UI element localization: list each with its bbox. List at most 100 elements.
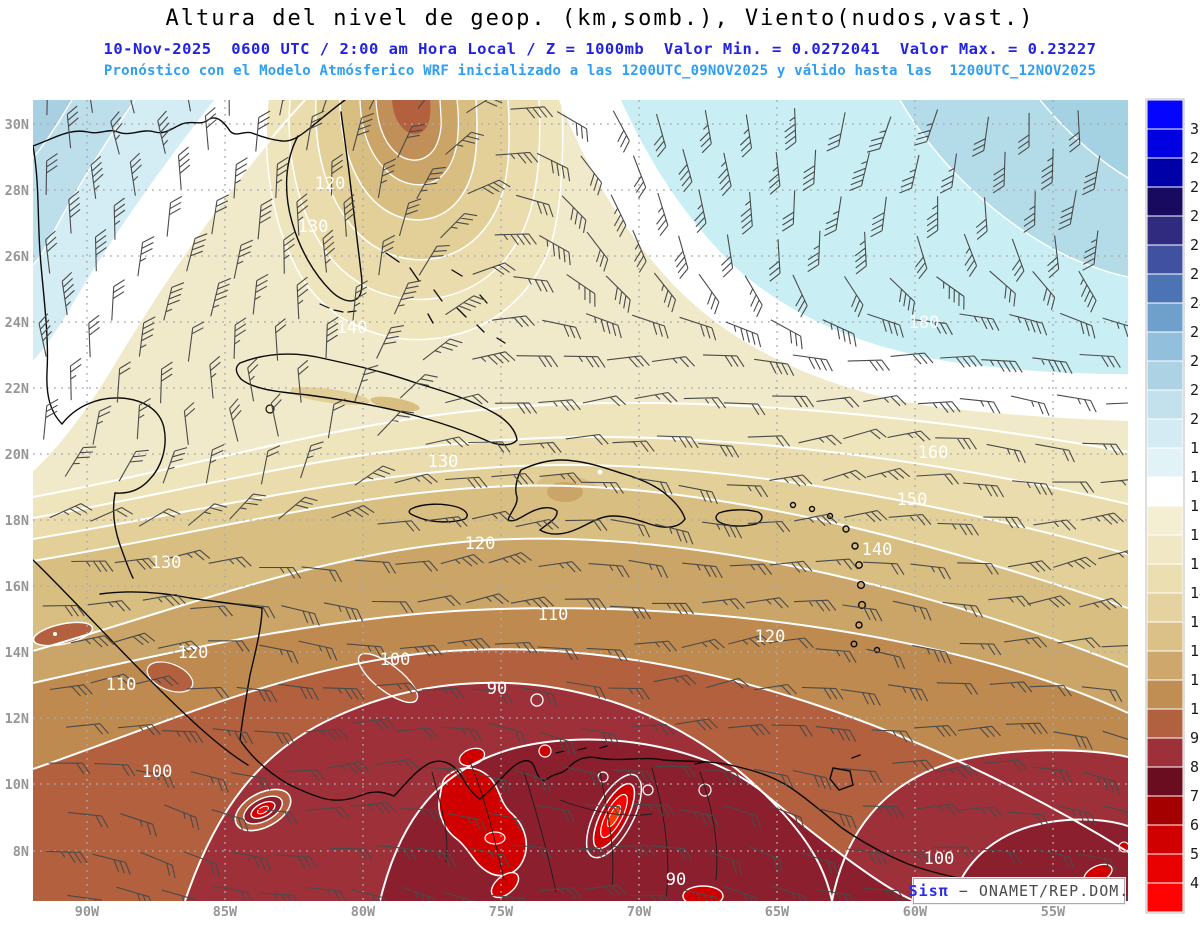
- svg-text:26N: 26N: [5, 249, 29, 265]
- svg-text:70W: 70W: [627, 904, 652, 920]
- svg-text:110: 110: [538, 605, 569, 625]
- svg-text:290: 290: [1190, 149, 1200, 167]
- svg-text:180: 180: [909, 313, 940, 333]
- lesser-antilles: [789, 501, 881, 654]
- nicaragua-sienna-streak: [357, 652, 419, 704]
- axis-labels: 30N 28N 26N 24N 22N 20N 18N 16N 14N 12N 10N 8N 90W 85…: [5, 117, 1066, 920]
- svg-text:30N: 30N: [5, 117, 29, 133]
- cuba-terrain-patch-2: [370, 396, 420, 412]
- cuba-coast: [235, 353, 518, 446]
- svg-text:100: 100: [142, 762, 173, 782]
- svg-text:24N: 24N: [5, 315, 29, 331]
- svg-text:120: 120: [1190, 642, 1200, 660]
- svg-text:90: 90: [666, 870, 686, 890]
- svg-text:250: 250: [1190, 265, 1200, 283]
- attribution-text: − ONAMET/REP.DOM.: [948, 882, 1130, 900]
- svg-text:140: 140: [1190, 584, 1200, 602]
- hispaniola-white-dot: [597, 469, 603, 475]
- svg-text:90W: 90W: [75, 904, 100, 920]
- florida-keys: [319, 303, 357, 313]
- svg-text:190: 190: [1190, 439, 1200, 457]
- mexico-gulf-coast: [33, 145, 63, 425]
- svg-text:20N: 20N: [5, 447, 29, 463]
- nw-band-190-200: [33, 100, 135, 265]
- pacific-sienna-blob: [33, 621, 94, 647]
- colorbar: 300 290 280 270 260 250 240 230 220 210 200 190 180 1…: [1145, 98, 1200, 914]
- pacific-coast: [33, 559, 249, 766]
- svg-text:50: 50: [1190, 845, 1200, 863]
- svg-text:210: 210: [1190, 381, 1200, 399]
- svg-text:16N: 16N: [5, 579, 29, 595]
- isle-of-youth: [265, 404, 275, 414]
- jamaica-coast: [408, 503, 468, 523]
- coastline-layer: [33, 100, 981, 899]
- svg-text:120: 120: [178, 643, 209, 663]
- svg-text:8N: 8N: [13, 844, 29, 860]
- svg-text:140: 140: [337, 318, 368, 338]
- svg-text:130: 130: [1190, 613, 1200, 631]
- svg-text:18N: 18N: [5, 513, 29, 529]
- model-run-subtitle: Pronóstico con el Modelo Atmósferico WRF…: [103, 63, 1097, 79]
- svg-text:80: 80: [1190, 758, 1200, 776]
- svg-text:240: 240: [1190, 294, 1200, 312]
- svg-text:14N: 14N: [5, 645, 29, 661]
- svg-text:40: 40: [1190, 874, 1200, 892]
- contour-lines-layer: [33, 100, 1128, 901]
- cuba-terrain-patch: [290, 387, 370, 405]
- svg-text:90: 90: [1190, 729, 1200, 747]
- south-america-terrain-lines: [431, 761, 718, 899]
- svg-text:170: 170: [1190, 497, 1200, 515]
- honduras-coast: [99, 591, 263, 609]
- svg-text:230: 230: [1190, 323, 1200, 341]
- svg-text:100: 100: [1190, 700, 1200, 718]
- contour-labels-layer: 120 130 140 180 160 150 140 130 120 110 100 90 120 13…: [106, 174, 955, 890]
- attribution-box: Sisπ − ONAMET/REP.DOM.: [909, 878, 1128, 904]
- svg-text:300: 300: [1190, 120, 1200, 138]
- svg-text:160: 160: [1190, 526, 1200, 544]
- svg-text:110: 110: [1190, 671, 1200, 689]
- svg-text:120: 120: [315, 174, 346, 194]
- page-title: Altura del nivel de geop. (km,somb.), Vi…: [165, 6, 1035, 31]
- nicaragua-coast: [239, 607, 263, 741]
- svg-text:85W: 85W: [213, 904, 238, 920]
- venezuela-coast: [597, 757, 981, 883]
- svg-text:130: 130: [298, 217, 329, 237]
- pacific-blob-dot: [53, 632, 57, 636]
- svg-text:120: 120: [755, 627, 786, 647]
- bahamas-islands: [385, 252, 506, 344]
- svg-text:100: 100: [380, 650, 411, 670]
- svg-text:22N: 22N: [5, 381, 29, 397]
- svg-text:220: 220: [1190, 352, 1200, 370]
- abc-islands: [555, 745, 706, 765]
- svg-text:70: 70: [1190, 787, 1200, 805]
- trinidad: [829, 754, 861, 791]
- svg-text:80W: 80W: [351, 904, 376, 920]
- costa-rica-panama-coast: [239, 739, 395, 801]
- yucatan-coast: [61, 397, 166, 494]
- svg-text:65W: 65W: [765, 904, 790, 920]
- svg-text:150: 150: [897, 490, 928, 510]
- puerto-rico-coast: [715, 509, 763, 527]
- ne-band-200-210: [1040, 100, 1128, 178]
- valid-time-subtitle: 10-Nov-2025 0600 UTC / 2:00 am Hora Loca…: [103, 40, 1097, 58]
- svg-text:130: 130: [151, 553, 182, 573]
- sispi-logo: Sisπ: [908, 882, 949, 900]
- svg-text:260: 260: [1190, 236, 1200, 254]
- svg-text:160: 160: [918, 443, 949, 463]
- svg-text:55W: 55W: [1041, 904, 1066, 920]
- svg-text:12N: 12N: [5, 711, 29, 727]
- belize-coast: [112, 492, 134, 579]
- svg-text:100: 100: [924, 849, 955, 869]
- svg-text:280: 280: [1190, 178, 1200, 196]
- svg-text:10N: 10N: [5, 777, 29, 793]
- nw-band-200-210: [33, 100, 72, 158]
- svg-text:28N: 28N: [5, 183, 29, 199]
- svg-text:150: 150: [1190, 555, 1200, 573]
- svg-text:60: 60: [1190, 816, 1200, 834]
- svg-text:60W: 60W: [903, 904, 928, 920]
- svg-text:140: 140: [862, 540, 893, 560]
- svg-text:270: 270: [1190, 207, 1200, 225]
- colombia-coast: [393, 756, 599, 800]
- svg-text:130: 130: [428, 452, 459, 472]
